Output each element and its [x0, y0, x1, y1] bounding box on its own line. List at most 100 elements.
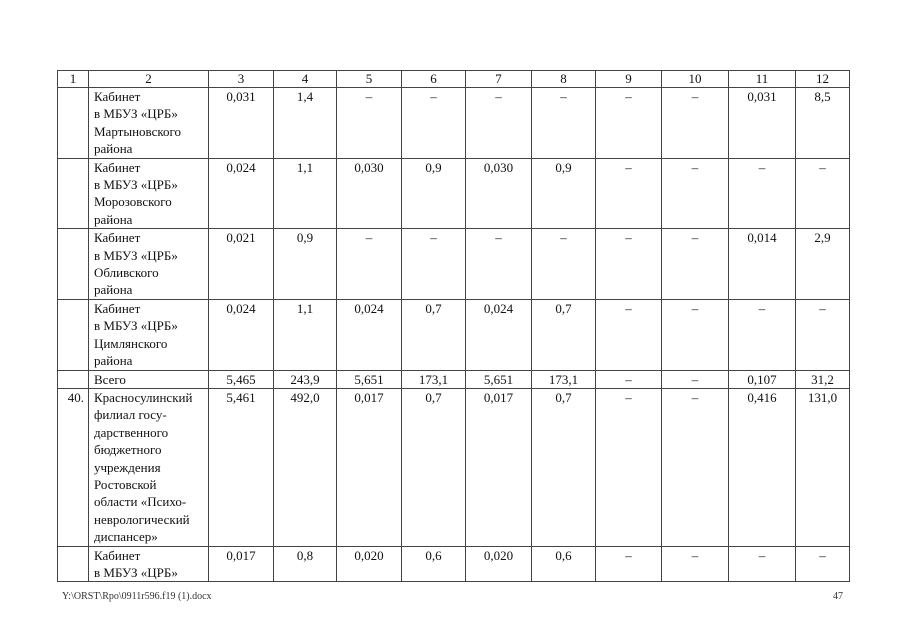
column-header: 11: [728, 70, 796, 88]
table-cell: 0,024: [465, 298, 532, 371]
row-number: [57, 298, 89, 371]
table-cell: –: [795, 545, 850, 583]
table-cell: –: [336, 87, 402, 159]
row-name: Кабинет в МБУЗ «ЦРБ» Обливского района: [88, 228, 209, 300]
row-name: Красносулинский филиал госу- дарственног…: [88, 387, 209, 547]
table-cell: 0,107: [728, 369, 796, 389]
table-cell: –: [531, 228, 596, 300]
table-row: Кабинет в МБУЗ «ЦРБ» 0,017 0,8 0,020 0,6 0,02…: [57, 545, 850, 583]
column-header: 5: [336, 70, 402, 88]
table-cell: 0,9: [531, 157, 596, 230]
table-row: Кабинет в МБУЗ «ЦРБ» Цимлянского района 0…: [57, 298, 850, 371]
table-cell: –: [661, 387, 729, 547]
table-cell: 8,5: [795, 87, 850, 159]
table-row: Кабинет в МБУЗ «ЦРБ» Морозовского района…: [57, 157, 850, 230]
table-cell: 0,7: [401, 387, 466, 547]
row-number: [57, 87, 89, 159]
data-table: 1 2 3 4 5 6 7 8 9 10 11 12 Кабинет в МБУЗ «ЦРБ» Мар…: [57, 70, 850, 583]
column-header: 2: [88, 70, 209, 88]
table-cell: 1,1: [273, 157, 337, 230]
column-header: 7: [465, 70, 532, 88]
table-cell: 0,8: [273, 545, 337, 583]
table-cell: –: [661, 545, 729, 583]
table-cell: 0,017: [336, 387, 402, 547]
column-header: 8: [531, 70, 596, 88]
row-name: Кабинет в МБУЗ «ЦРБ» Мартыновского район…: [88, 87, 209, 159]
column-header: 3: [208, 70, 274, 88]
table-cell: 2,9: [795, 228, 850, 300]
table-row: Кабинет в МБУЗ «ЦРБ» Мартыновского район…: [57, 87, 850, 159]
column-header: 1: [57, 70, 89, 88]
row-name: Кабинет в МБУЗ «ЦРБ» Морозовского района: [88, 157, 209, 230]
row-number: [57, 157, 89, 230]
file-path: Y:\ORST\Rpo\0911r596.f19 (1).docx: [62, 591, 212, 602]
table-cell: 492,0: [273, 387, 337, 547]
table-row: Кабинет в МБУЗ «ЦРБ» Обливского района 0,…: [57, 228, 850, 300]
page-number: 47: [833, 591, 843, 602]
table-cell: 243,9: [273, 369, 337, 389]
table-cell: –: [795, 157, 850, 230]
table-row: Всего 5,465 243,9 5,651 173,1 5,651 173,1– –0,1…: [57, 369, 850, 389]
row-number: 40.: [57, 387, 89, 547]
table-cell: 1,4: [273, 87, 337, 159]
column-header: 12: [795, 70, 850, 88]
row-name: Всего: [88, 369, 209, 389]
row-number: [57, 545, 89, 583]
row-number: [57, 369, 89, 389]
table-cell: 1,1: [273, 298, 337, 371]
table-cell: –: [661, 228, 729, 300]
table-cell: –: [595, 298, 662, 371]
table-cell: –: [728, 298, 796, 371]
table-cell: 0,9: [273, 228, 337, 300]
table-cell: –: [595, 87, 662, 159]
table-cell: –: [661, 369, 729, 389]
table-cell: 0,7: [531, 387, 596, 547]
table-cell: 173,1: [531, 369, 596, 389]
table-cell: 5,465: [208, 369, 274, 389]
table-cell: –: [728, 545, 796, 583]
table-cell: 0,9: [401, 157, 466, 230]
table-cell: –: [401, 87, 466, 159]
table-cell: 0,031: [728, 87, 796, 159]
table-cell: –: [465, 228, 532, 300]
table-cell: 0,017: [465, 387, 532, 547]
table-cell: 0,416: [728, 387, 796, 547]
table-cell: –: [595, 545, 662, 583]
row-number: [57, 228, 89, 300]
table-cell: 0,030: [465, 157, 532, 230]
row-name: Кабинет в МБУЗ «ЦРБ»: [88, 545, 209, 583]
row-name: Кабинет в МБУЗ «ЦРБ» Цимлянского района: [88, 298, 209, 371]
table-cell: –: [465, 87, 532, 159]
table-cell: 5,651: [336, 369, 402, 389]
table-cell: –: [595, 387, 662, 547]
table-cell: 0,024: [208, 298, 274, 371]
table-cell: –: [531, 87, 596, 159]
table-cell: 0,014: [728, 228, 796, 300]
table-cell: 0,017: [208, 545, 274, 583]
table-body: Кабинет в МБУЗ «ЦРБ» Мартыновского район…: [57, 87, 850, 583]
table-row: 40. Красносулинский филиал госу- дарствен…: [57, 387, 850, 547]
table-cell: –: [595, 157, 662, 230]
table-cell: –: [661, 87, 729, 159]
table-cell: –: [795, 298, 850, 371]
table-cell: 131,0: [795, 387, 850, 547]
table-cell: 0,031: [208, 87, 274, 159]
table-cell: 31,2: [795, 369, 850, 389]
table-cell: 5,651: [465, 369, 532, 389]
column-header: 10: [661, 70, 729, 88]
table-cell: 0,020: [465, 545, 532, 583]
table-cell: –: [595, 369, 662, 389]
column-header: 6: [401, 70, 466, 88]
table-cell: 0,021: [208, 228, 274, 300]
table-cell: –: [401, 228, 466, 300]
table-cell: 0,020: [336, 545, 402, 583]
column-header: 4: [273, 70, 337, 88]
table-cell: –: [661, 298, 729, 371]
table-cell: 0,6: [531, 545, 596, 583]
table-cell: 0,7: [401, 298, 466, 371]
table-cell: –: [595, 228, 662, 300]
table-cell: 0,7: [531, 298, 596, 371]
table-cell: –: [661, 157, 729, 230]
table-cell: –: [336, 228, 402, 300]
column-header: 9: [595, 70, 662, 88]
